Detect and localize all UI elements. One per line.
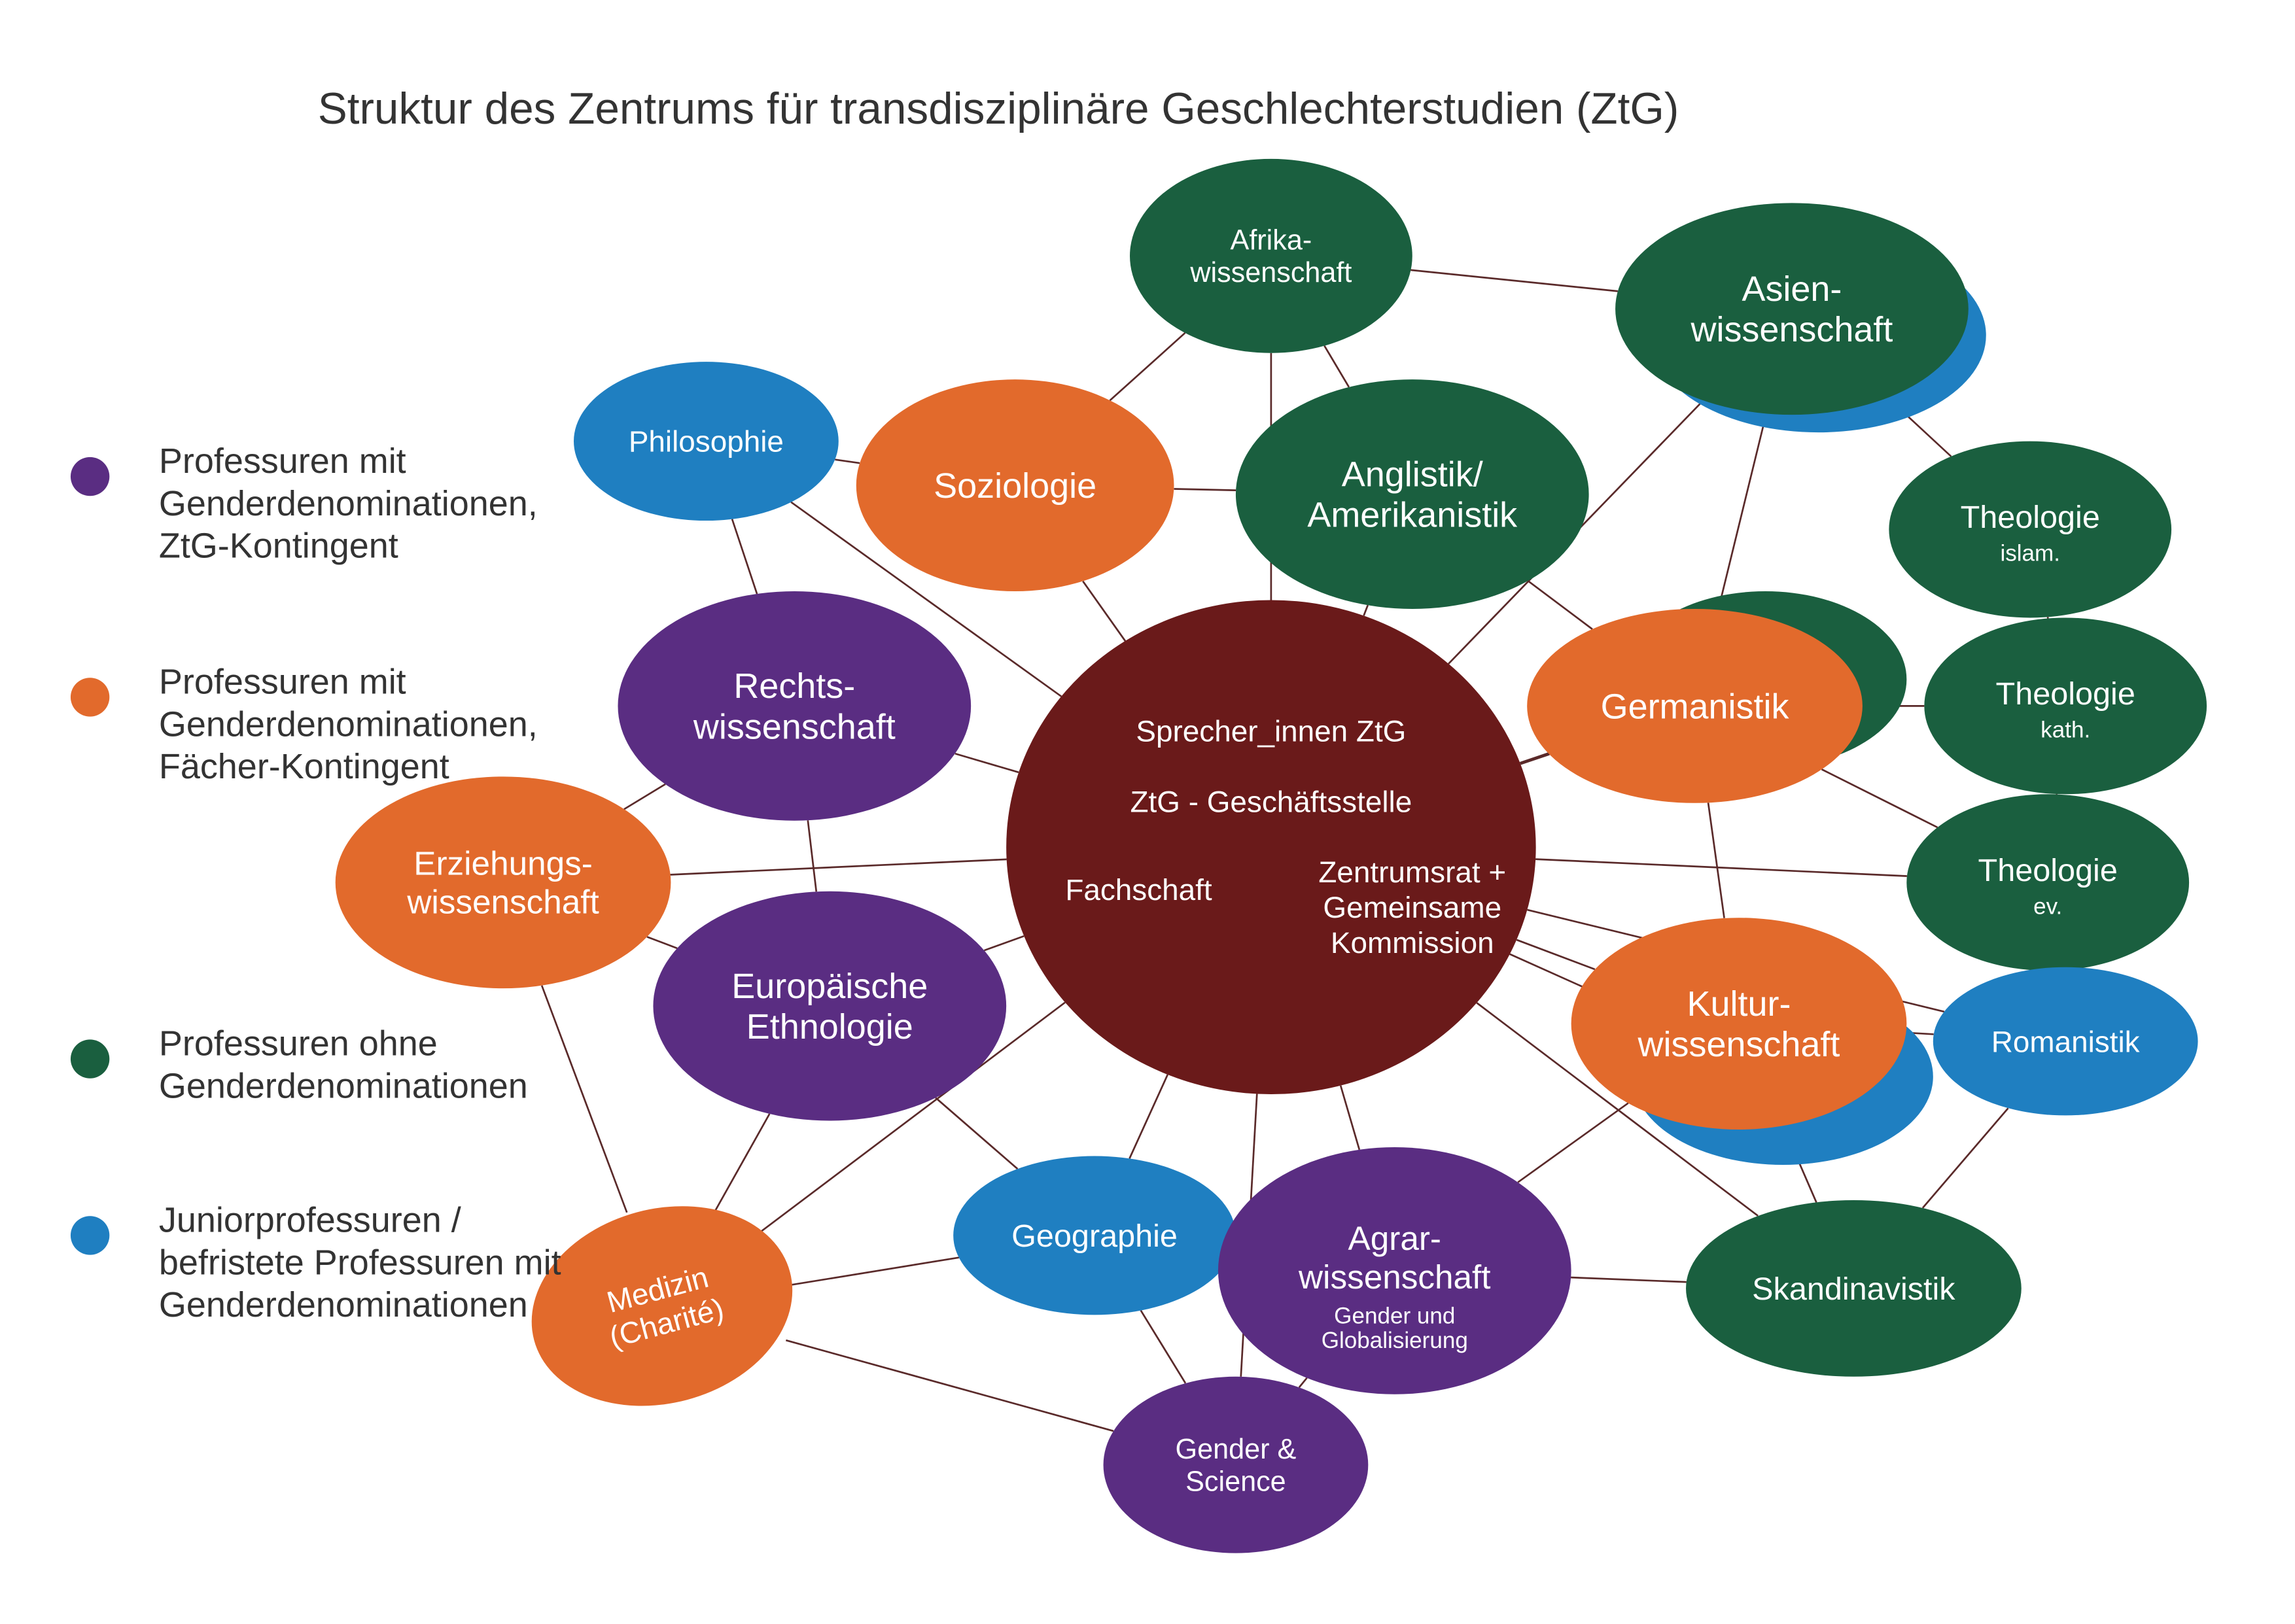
- legend-label: Genderdenominationen: [159, 1066, 528, 1105]
- node-label: Afrika-: [1231, 225, 1312, 256]
- center-label: Kommission: [1331, 925, 1494, 959]
- node-label: Asien-: [1742, 269, 1842, 309]
- legend-label: Fächer-Kontingent: [159, 747, 449, 786]
- legend-bullet: [71, 678, 109, 716]
- diagram-title: Struktur des Zentrums für transdisziplin…: [318, 84, 1679, 133]
- node-sublabel: Gender und: [1334, 1303, 1455, 1328]
- center-label: Sprecher_innen ZtG: [1136, 714, 1406, 748]
- node-label: Amerikanistik: [1307, 495, 1518, 534]
- node-afrika: Afrika-wissenschaft: [1130, 159, 1412, 353]
- node-label: wissenschaft: [1189, 257, 1352, 288]
- node-label: Geographie: [1011, 1218, 1178, 1254]
- node-sublabel: ev.: [2033, 893, 2062, 919]
- legend-label: Genderdenominationen: [159, 1285, 528, 1324]
- node-label: Skandinavistik: [1752, 1271, 1955, 1307]
- node-label: Philosophie: [629, 424, 784, 458]
- node-label: Kultur-: [1687, 984, 1791, 1024]
- legend-label: Professuren ohne: [159, 1024, 438, 1063]
- node-label: wissenschaft: [406, 884, 599, 921]
- node-asien: Asien-wissenschaft: [1615, 203, 1969, 415]
- node-ethno: EuropäischeEthnologie: [653, 891, 1006, 1121]
- center-node: Sprecher_innen ZtG ZtG - Geschäftsstelle F…: [1006, 600, 1536, 1094]
- network-svg: Struktur des Zentrums für transdisziplin…: [0, 0, 2295, 1624]
- node-skand: Skandinavistik: [1686, 1200, 2022, 1377]
- node-label: Theologie: [1961, 500, 2100, 535]
- node-kultur: Kultur-wissenschaft: [1571, 918, 1907, 1130]
- node-label: Theologie: [1996, 676, 2135, 712]
- legend-label: befristete Professuren mit: [159, 1243, 561, 1282]
- node-anglistik: Anglistik/Amerikanistik: [1236, 379, 1589, 609]
- legend-label: Genderdenominationen,: [159, 704, 538, 744]
- node-label: Erziehungs-: [413, 845, 593, 882]
- node-geographie: Geographie: [953, 1156, 1236, 1315]
- node-theo_islam: Theologie islam.: [1889, 441, 2171, 618]
- legend-label: Juniorprofessuren /: [159, 1201, 461, 1240]
- node-erziehung: Erziehungs-wissenschaft: [336, 776, 671, 988]
- center-label: Zentrumsrat +: [1318, 855, 1506, 889]
- node-theo_kath: Theologie kath.: [1924, 617, 2207, 794]
- node-label: Agrar-: [1348, 1220, 1441, 1257]
- node-philosophie: Philosophie: [574, 362, 839, 521]
- node-rechts: Rechts-wissenschaft: [618, 591, 971, 821]
- node-label: wissenschaft: [1638, 1025, 1840, 1064]
- node-label: Europäische: [731, 967, 928, 1006]
- legend-bullet: [71, 1039, 109, 1078]
- node-sublabel: kath.: [2041, 717, 2090, 742]
- node-label: Germanistik: [1601, 687, 1790, 726]
- node-soziologie: Soziologie: [856, 379, 1174, 591]
- legend-label: Genderdenominationen,: [159, 484, 538, 523]
- legend-label: ZtG-Kontingent: [159, 527, 398, 566]
- legend-bullet: [71, 457, 109, 496]
- node-label: Gender &: [1176, 1434, 1297, 1465]
- node-agrar: Agrar-wissenschaft Gender undGlobalisieru…: [1218, 1147, 1571, 1394]
- node-label: Science: [1185, 1466, 1286, 1498]
- legend-label: Professuren mit: [159, 441, 406, 481]
- node-label: Romanistik: [1991, 1024, 2140, 1058]
- node-label: Rechts-: [733, 666, 855, 706]
- node-theo_ev: Theologie ev.: [1906, 794, 2189, 971]
- center-label: Fachschaft: [1065, 872, 1212, 907]
- node-label: Ethnologie: [746, 1007, 913, 1046]
- center-label: ZtG - Geschäftsstelle: [1130, 784, 1412, 818]
- center-label: Gemeinsame: [1323, 890, 1501, 924]
- node-label: Theologie: [1978, 853, 2118, 888]
- node-label: wissenschaft: [1298, 1258, 1490, 1296]
- diagram-container: Struktur des Zentrums für transdisziplin…: [0, 0, 2295, 1624]
- node-sublabel: Globalisierung: [1322, 1328, 1468, 1353]
- node-label: wissenschaft: [1690, 310, 1893, 349]
- node-sublabel: islam.: [2000, 541, 2060, 566]
- node-label: Anglistik/: [1342, 455, 1483, 494]
- node-label: wissenschaft: [693, 707, 896, 746]
- node-label: Soziologie: [934, 466, 1096, 506]
- legend-bullet: [71, 1216, 109, 1254]
- node-germanistik: Germanistik: [1527, 609, 1863, 803]
- node-romanistik: Romanistik: [1933, 967, 2198, 1116]
- legend-label: Professuren mit: [159, 662, 406, 701]
- node-gender_sci: Gender &Science: [1104, 1377, 1369, 1553]
